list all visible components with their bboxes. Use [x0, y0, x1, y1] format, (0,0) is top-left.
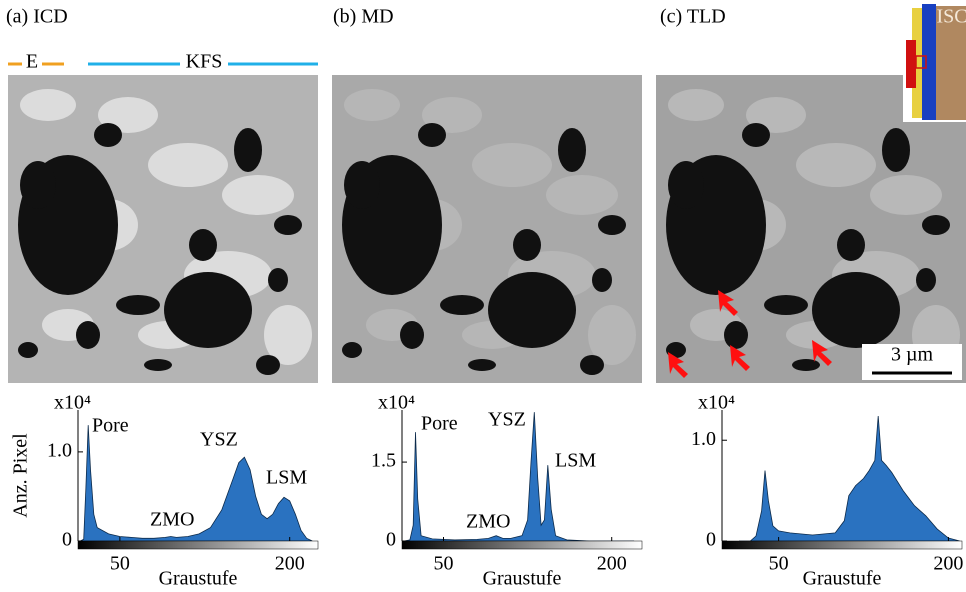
pore: [558, 128, 586, 172]
panel-title: (a) ICD: [6, 6, 68, 28]
x-axis-label: Graustufe: [159, 568, 238, 590]
y-tick-label: 0: [62, 529, 72, 551]
pore: [592, 268, 612, 292]
pore: [400, 321, 424, 349]
grain: [588, 305, 636, 365]
pore: [234, 128, 262, 172]
grain: [796, 143, 876, 187]
x-axis-label: Graustufe: [483, 568, 562, 590]
histogram-area: [739, 415, 960, 542]
inset: ISC: [903, 0, 966, 122]
peak-label: YSZ: [200, 429, 238, 451]
multiplier: x10⁴: [54, 392, 91, 414]
pore: [488, 272, 576, 348]
histogram-area: [404, 412, 635, 542]
color-bar: [77, 540, 319, 550]
pore: [792, 359, 820, 371]
pore: [344, 161, 380, 209]
pore: [20, 161, 56, 209]
x-tick-label: 200: [275, 553, 305, 575]
layer-label: ISC: [936, 6, 966, 28]
peak-label: Pore: [421, 413, 458, 435]
pore: [580, 355, 604, 375]
pore: [76, 321, 100, 349]
pore: [94, 123, 122, 147]
pore: [164, 272, 252, 348]
arrow: [718, 290, 738, 316]
pore: [513, 229, 541, 261]
peak-label: LSM: [266, 467, 307, 489]
x-tick-label: 200: [597, 553, 627, 575]
x-tick-label: 50: [433, 553, 453, 575]
color-bar: [721, 540, 963, 550]
layer-label: E: [26, 51, 38, 73]
y-axis-label: Anz. Pixel: [10, 433, 32, 518]
pore: [668, 161, 704, 209]
x-axis-label: Graustufe: [803, 568, 882, 590]
pore: [418, 123, 446, 147]
grain: [546, 175, 618, 215]
pore: [812, 272, 900, 348]
peak-label: Pore: [92, 415, 129, 437]
y-tick-label: 1.0: [691, 428, 716, 450]
x-tick-label: 200: [933, 553, 963, 575]
grain: [472, 143, 552, 187]
pore: [837, 229, 865, 261]
x-tick-label: 50: [769, 553, 789, 575]
pore: [922, 215, 950, 235]
peak-label: LSM: [555, 450, 596, 472]
pore: [274, 215, 302, 235]
pore: [116, 295, 160, 315]
pore: [18, 342, 38, 358]
pore: [342, 342, 362, 358]
y-tick-label: 1.5: [371, 450, 396, 472]
histogram-area: [80, 425, 313, 542]
y-tick-label: 0: [706, 529, 716, 551]
pore: [440, 295, 484, 315]
layer-label: KFS: [186, 51, 223, 73]
grain: [344, 89, 400, 121]
grain: [264, 305, 312, 365]
color-bar: [401, 540, 643, 550]
grain: [870, 175, 942, 215]
grain: [668, 89, 724, 121]
pore: [144, 359, 172, 371]
grain: [20, 89, 76, 121]
scale-bar-label: 3 µm: [891, 344, 934, 366]
pore: [256, 355, 280, 375]
pore: [468, 359, 496, 371]
peak-label: ZMO: [150, 509, 194, 531]
y-tick-label: 0: [386, 529, 396, 551]
pore: [189, 229, 217, 261]
panel-title: (c) TLD: [660, 6, 726, 28]
multiplier: x10⁴: [378, 392, 415, 414]
peak-label: YSZ: [488, 409, 526, 431]
pore: [724, 321, 748, 349]
arrow: [730, 345, 750, 371]
pore: [764, 295, 808, 315]
grain: [222, 175, 294, 215]
arrow: [812, 340, 832, 366]
pore: [742, 123, 770, 147]
arrow: [668, 352, 688, 378]
grain: [148, 143, 228, 187]
pore: [598, 215, 626, 235]
multiplier: x10⁴: [698, 392, 735, 414]
y-tick-label: 1.0: [47, 439, 72, 461]
pore: [882, 128, 910, 172]
micrographs: [8, 75, 966, 383]
x-tick-label: 50: [110, 553, 130, 575]
pore: [268, 268, 288, 292]
pore: [916, 268, 936, 292]
peak-label: ZMO: [466, 511, 510, 533]
panel-title: (b) MD: [333, 6, 394, 28]
